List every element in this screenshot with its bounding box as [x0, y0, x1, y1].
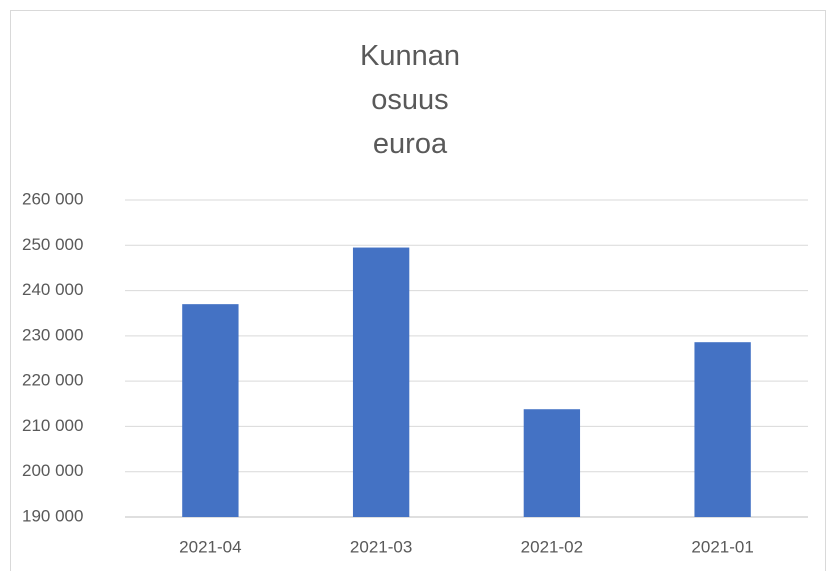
bar: [523, 409, 581, 517]
y-tick-label: 260 000: [22, 189, 83, 208]
bar: [182, 304, 239, 517]
chart-title: Kunnan osuus euroa: [360, 40, 460, 160]
x-tick-label: 2021-03: [350, 537, 412, 556]
x-tick-label: 2021-01: [691, 537, 753, 556]
bar: [352, 247, 410, 518]
x-tick-label: 2021-02: [521, 537, 583, 556]
bar: [694, 342, 751, 517]
y-tick-label: 230 000: [22, 325, 83, 344]
x-tick-label: 2021-04: [179, 537, 241, 556]
y-tick-label: 250 000: [22, 235, 83, 254]
y-tick-label: 220 000: [22, 371, 83, 390]
y-tick-label: 210 000: [22, 416, 83, 435]
y-tick-label: 200 000: [22, 461, 83, 480]
y-tick-label: 240 000: [22, 280, 83, 299]
chart-border: [10, 10, 826, 571]
y-tick-label: 190 000: [22, 506, 83, 525]
